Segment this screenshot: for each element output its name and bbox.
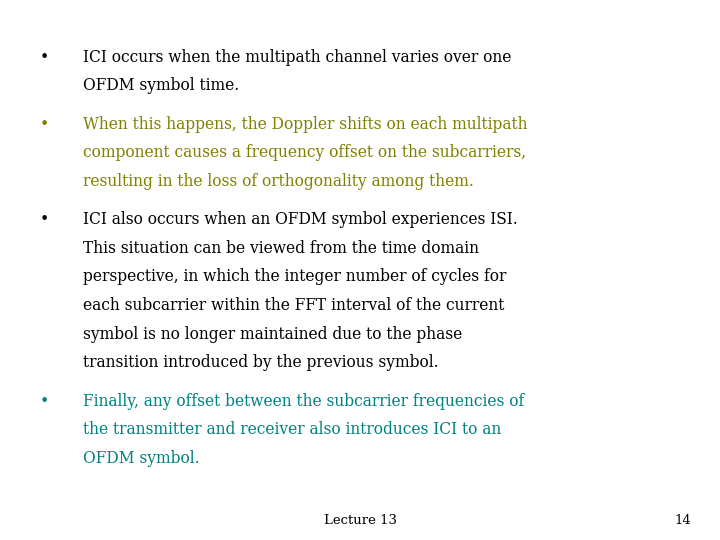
Text: •: • bbox=[40, 211, 49, 228]
Text: When this happens, the Doppler shifts on each multipath: When this happens, the Doppler shifts on… bbox=[83, 116, 527, 132]
Text: ICI occurs when the multipath channel varies over one: ICI occurs when the multipath channel va… bbox=[83, 49, 511, 65]
Text: resulting in the loss of orthogonality among them.: resulting in the loss of orthogonality a… bbox=[83, 173, 474, 190]
Text: component causes a frequency offset on the subcarriers,: component causes a frequency offset on t… bbox=[83, 144, 526, 161]
Text: Finally, any offset between the subcarrier frequencies of: Finally, any offset between the subcarri… bbox=[83, 393, 524, 409]
Text: transition introduced by the previous symbol.: transition introduced by the previous sy… bbox=[83, 354, 438, 371]
Text: each subcarrier within the FFT interval of the current: each subcarrier within the FFT interval … bbox=[83, 297, 504, 314]
Text: the transmitter and receiver also introduces ICI to an: the transmitter and receiver also introd… bbox=[83, 421, 501, 438]
Text: Lecture 13: Lecture 13 bbox=[323, 514, 397, 526]
Text: •: • bbox=[40, 116, 49, 132]
Text: ICI also occurs when an OFDM symbol experiences ISI.: ICI also occurs when an OFDM symbol expe… bbox=[83, 211, 518, 228]
Text: This situation can be viewed from the time domain: This situation can be viewed from the ti… bbox=[83, 240, 479, 256]
Text: OFDM symbol.: OFDM symbol. bbox=[83, 450, 199, 467]
Text: •: • bbox=[40, 393, 49, 409]
Text: •: • bbox=[40, 49, 49, 65]
Text: 14: 14 bbox=[675, 514, 691, 526]
Text: perspective, in which the integer number of cycles for: perspective, in which the integer number… bbox=[83, 268, 506, 285]
Text: OFDM symbol time.: OFDM symbol time. bbox=[83, 77, 239, 94]
Text: symbol is no longer maintained due to the phase: symbol is no longer maintained due to th… bbox=[83, 326, 462, 342]
